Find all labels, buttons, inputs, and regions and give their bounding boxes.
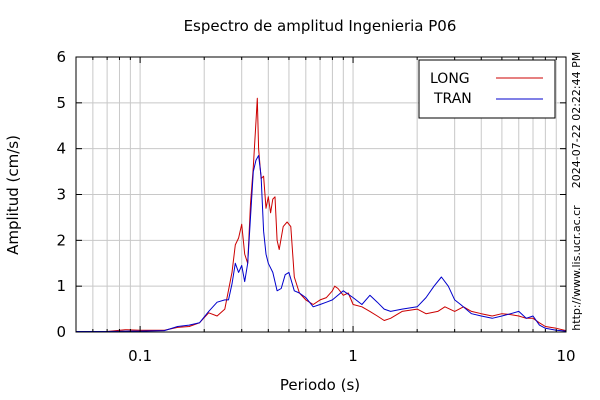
legend-label-tran: TRAN [433,91,472,107]
y-tick-label: 5 [56,94,66,112]
legend-box [418,59,556,119]
y-tick-label: 6 [56,48,66,66]
x-tick-label: 0.1 [128,347,152,365]
y-tick-labels: 0 1 2 3 4 5 6 [56,48,66,341]
series-lines [76,97,567,332]
timestamp-text: 2024-07-22 02:22:44 PM [570,52,583,188]
y-tick-label: 2 [56,231,66,249]
chart-title: Espectro de amplitud Ingenieria P06 [184,17,457,35]
grid-lines [76,57,566,332]
x-axis-label: Periodo (s) [280,376,360,394]
series-line-tran [76,155,567,332]
x-tick-labels: 0.1 1 10 [128,347,575,365]
y-axis-label: Amplitud (cm/s) [4,135,22,255]
legend: LONG TRAN [418,59,556,119]
y-tick-label: 1 [56,277,66,295]
axis-ticks [76,56,566,333]
source-url-text: http://www.lis.ucr.ac.cr [570,205,583,331]
y-tick-label: 4 [56,140,66,158]
series-line-long [76,97,567,332]
y-tick-label: 3 [56,186,66,204]
legend-label-long: LONG [430,71,470,87]
x-tick-label: 1 [348,347,358,365]
x-tick-label: 10 [556,347,575,365]
y-tick-label: 0 [56,323,66,341]
